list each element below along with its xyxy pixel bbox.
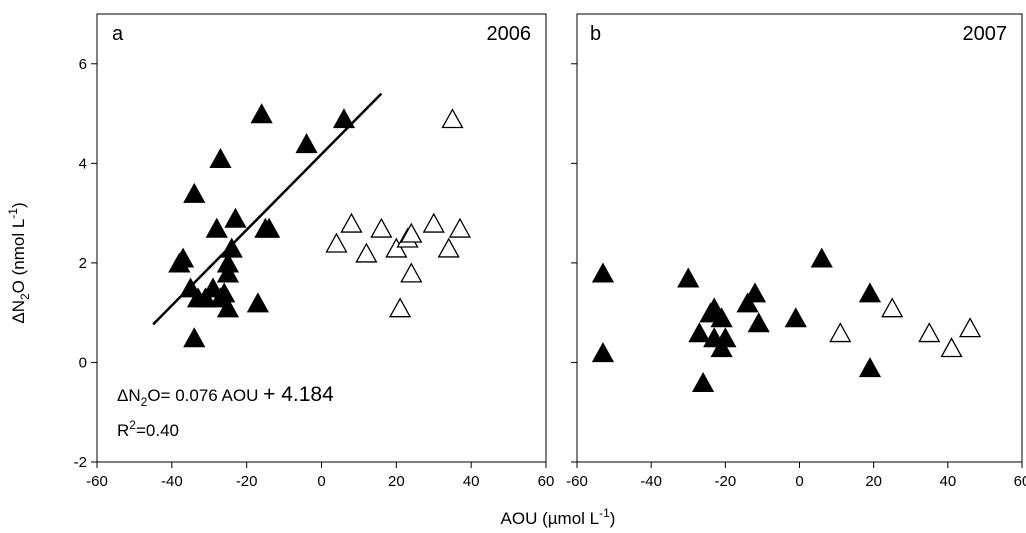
filled-triangle-point <box>171 247 195 268</box>
open-triangle-point <box>355 242 378 263</box>
y-tick-label: 4 <box>79 155 87 172</box>
open-triangle-point <box>437 237 460 258</box>
x-tick-label: -20 <box>236 473 258 490</box>
open-triangle-point <box>881 297 904 318</box>
open-triangle-point <box>400 262 423 283</box>
open-triangle-point <box>325 232 348 253</box>
x-tick-label: 60 <box>1014 473 1026 490</box>
y-tick-label: 6 <box>79 56 87 73</box>
filled-triangle-point <box>710 337 733 358</box>
filled-triangle-point <box>677 267 700 288</box>
x-tick-label: 20 <box>388 473 405 490</box>
filled-triangle-point <box>216 252 240 273</box>
x-axis-title: AOU (µmol L-1) <box>501 506 616 528</box>
open-triangle-point <box>422 212 445 233</box>
panel-year: 2006 <box>487 23 532 45</box>
filled-triangle-point <box>216 262 240 283</box>
filled-triangle-point <box>250 103 273 124</box>
x-tick-label: -60 <box>566 473 588 490</box>
filled-triangle-point <box>743 282 767 303</box>
open-triangle-point <box>388 297 412 318</box>
open-triangle-point <box>958 317 982 338</box>
filled-triangle-point <box>784 307 807 328</box>
filled-triangle-point <box>220 237 243 258</box>
y-tick-label: -2 <box>74 454 87 471</box>
filled-triangle-point <box>258 217 281 238</box>
x-tick-label: 60 <box>538 473 555 490</box>
filled-triangle-point <box>710 307 733 328</box>
x-tick-label: 0 <box>317 473 325 490</box>
open-triangle-point <box>918 322 941 343</box>
x-tick-label: -60 <box>86 473 108 490</box>
filled-triangle-point <box>714 327 737 348</box>
open-triangle-point <box>940 337 963 358</box>
x-tick-label: 0 <box>795 473 803 490</box>
filled-triangle-point <box>295 133 318 154</box>
filled-triangle-point <box>858 282 882 303</box>
filled-triangle-point <box>858 357 882 378</box>
open-triangle-point <box>400 222 423 243</box>
filled-triangle-point <box>810 247 833 268</box>
regression-equation: ΔN2O= 0.076 AOU + 4.184 <box>117 383 334 409</box>
filled-triangle-point <box>224 207 247 228</box>
filled-triangle-point <box>591 342 615 363</box>
plot-frame <box>576 13 1023 463</box>
x-tick-label: 40 <box>939 473 956 490</box>
filled-triangle-point <box>688 322 711 343</box>
open-triangle-point <box>829 322 852 343</box>
open-triangle-point <box>448 217 472 238</box>
panel-label: b <box>590 23 601 45</box>
filled-triangle-point <box>332 108 356 129</box>
filled-triangle-point <box>183 327 206 348</box>
open-triangle-point <box>370 217 393 238</box>
open-triangle-point <box>340 212 363 233</box>
filled-triangle-point <box>216 297 240 318</box>
panel-b-points <box>591 247 982 393</box>
r-squared: R2=0.40 <box>117 418 179 440</box>
open-triangle-point <box>441 108 464 129</box>
open-triangle-point <box>385 237 408 258</box>
filled-triangle-point <box>736 292 759 313</box>
filled-triangle-point <box>213 282 236 303</box>
panel-b: -60 -40 -20 0 20 40 60 b 2007 <box>566 13 1026 490</box>
filled-triangle-point <box>209 148 232 169</box>
y-tick-label: 0 <box>79 354 87 371</box>
filled-triangle-point <box>591 262 615 283</box>
y-tick-label: 2 <box>79 255 87 272</box>
x-tick-label: 40 <box>463 473 480 490</box>
x-tick-label: -40 <box>640 473 662 490</box>
x-tick-label: -20 <box>714 473 736 490</box>
x-tick-label: -40 <box>161 473 183 490</box>
filled-triangle-point <box>691 372 715 393</box>
panel-b-axes: -60 -40 -20 0 20 40 60 <box>566 63 1026 490</box>
filled-triangle-point <box>246 292 269 313</box>
filled-triangle-point <box>183 182 206 203</box>
filled-triangle-point <box>747 312 770 333</box>
panel-a-points <box>168 103 472 348</box>
y-axis-title: ΔN2O (nmol L-1) <box>6 202 32 323</box>
panel-label: a <box>112 23 124 45</box>
x-tick-label: 20 <box>865 473 882 490</box>
filled-triangle-point <box>194 287 217 308</box>
panel-year: 2007 <box>963 23 1008 45</box>
filled-triangle-point <box>205 217 228 238</box>
